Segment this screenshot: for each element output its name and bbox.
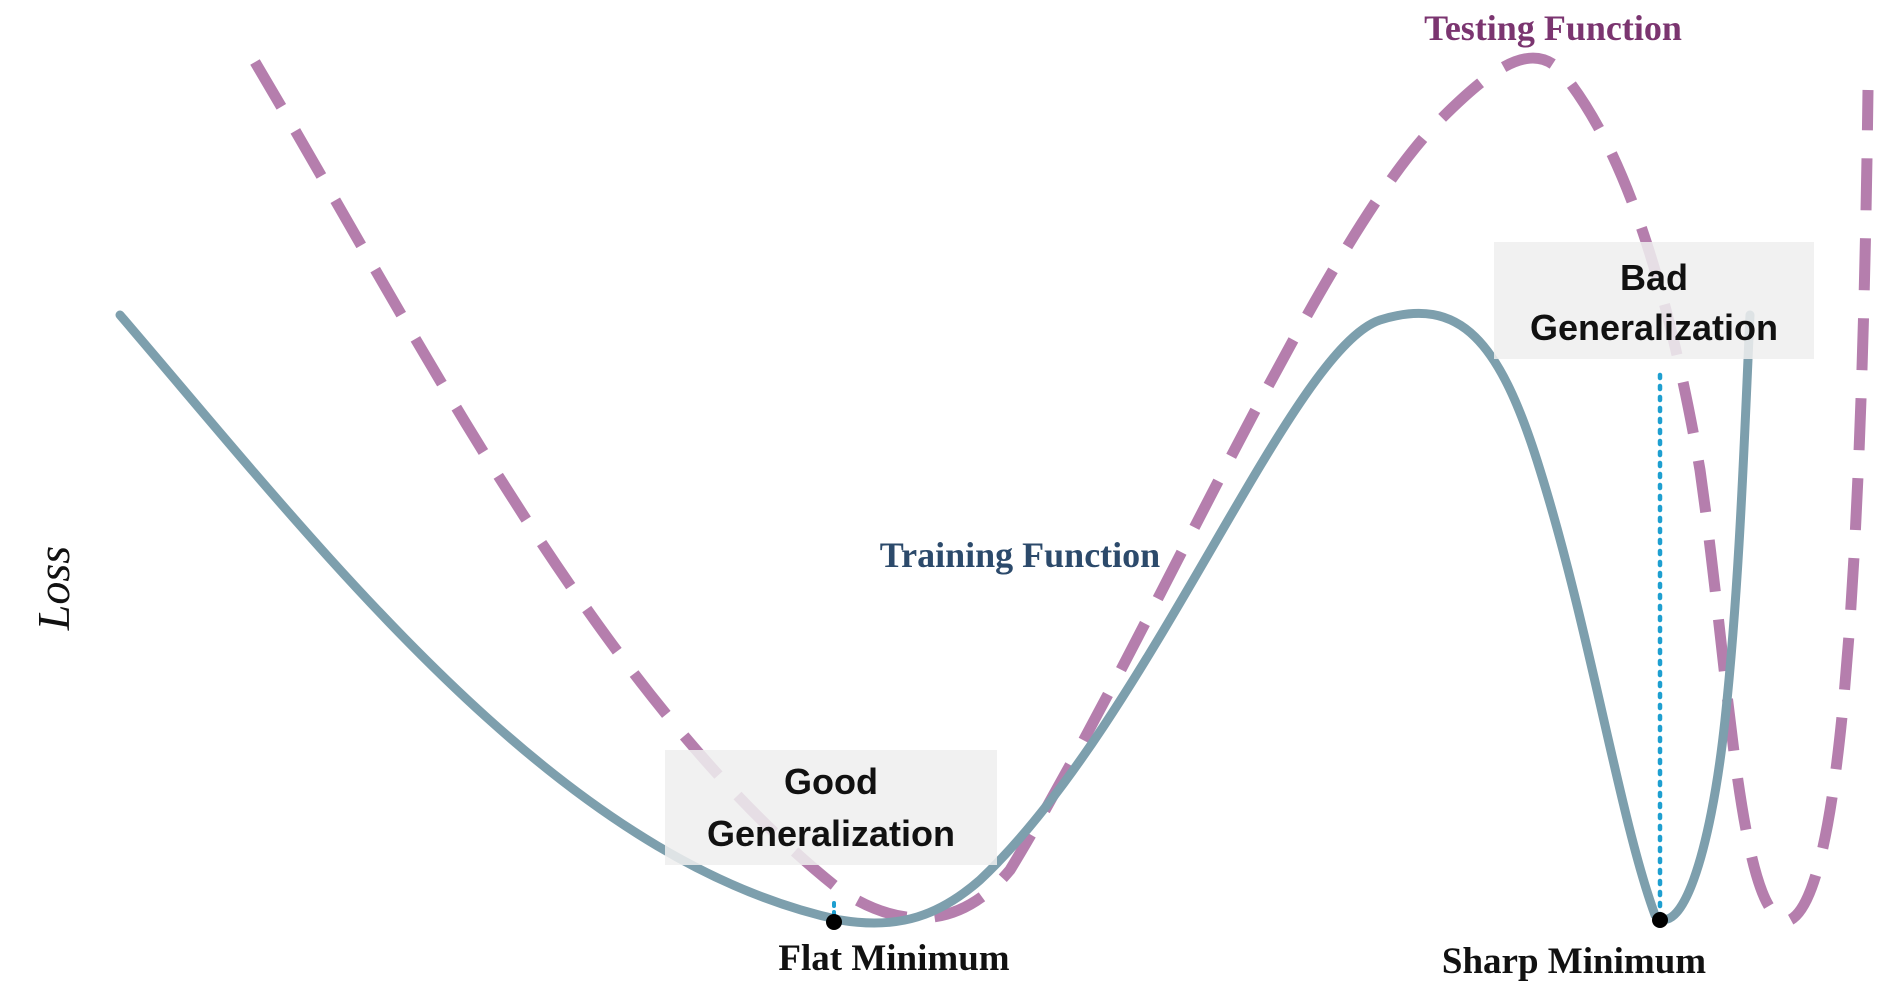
- y-axis-label: Loss: [28, 546, 79, 631]
- bad-generalization-line2: Generalization: [1530, 307, 1778, 348]
- good-generalization-line2: Generalization: [707, 813, 955, 854]
- good-generalization-line1: Good: [784, 761, 878, 802]
- sharp-minimum-label: Sharp Minimum: [1442, 941, 1706, 982]
- flat-minimum-label: Flat Minimum: [778, 938, 1009, 979]
- testing-function-label: Testing Function: [1424, 8, 1682, 48]
- bad-generalization-box: [1494, 242, 1814, 359]
- sharp-minimum-dot: [1652, 912, 1668, 928]
- bad-generalization-line1: Bad: [1620, 257, 1688, 298]
- good-generalization-box: [665, 750, 997, 865]
- flat-minimum-dot: [826, 914, 842, 930]
- training-function-label: Training Function: [880, 535, 1160, 575]
